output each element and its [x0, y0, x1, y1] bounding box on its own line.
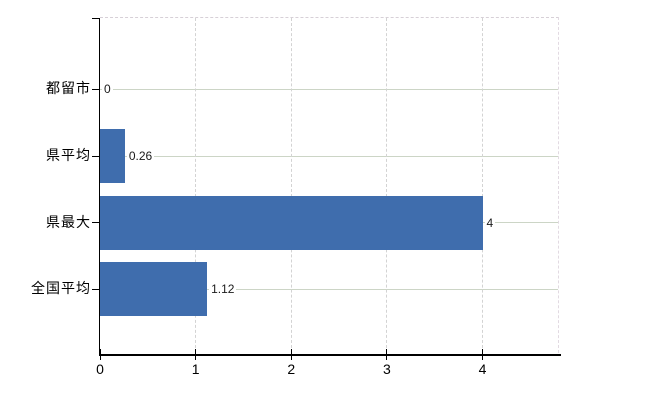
- bar-value-label: 1.12: [209, 281, 237, 298]
- category-label: 全国平均: [31, 280, 91, 297]
- h-gridline: [100, 288, 558, 290]
- x-axis-tick: [290, 349, 292, 360]
- x-tick-label: 1: [191, 361, 200, 377]
- h-gridline: [100, 155, 558, 157]
- v-gridline: [386, 18, 388, 353]
- y-axis-line: [98, 18, 100, 354]
- x-axis-tick: [386, 349, 388, 360]
- v-gridline: [195, 18, 197, 353]
- plot-area: 0 0.26 4 1.12: [92, 17, 561, 360]
- category-label: 県平均: [46, 147, 91, 163]
- bar-value-label: 4: [484, 214, 496, 231]
- bar: [100, 129, 125, 183]
- x-axis-tick: [482, 349, 483, 360]
- bar-value-label: 0: [102, 81, 113, 98]
- v-gridline: [482, 18, 483, 353]
- x-axis-tick: [195, 349, 197, 360]
- y-axis-tick: [92, 288, 99, 290]
- bar: [100, 262, 208, 317]
- y-axis-tick: [92, 88, 99, 90]
- y-axis-tick: [92, 222, 99, 224]
- category-label: 県最大: [46, 213, 91, 230]
- v-gridline: [290, 18, 292, 353]
- x-tick-label: 2: [287, 361, 296, 377]
- y-axis-tick: [92, 155, 99, 157]
- x-tick-label: 0: [96, 361, 104, 377]
- bar-value-label: 0.26: [126, 148, 155, 164]
- h-gridline: [100, 88, 558, 90]
- x-axis-line: [98, 354, 561, 356]
- category-label: 都留市: [46, 80, 91, 97]
- y-axis-tick: [92, 17, 99, 19]
- x-tick-label: 4: [478, 361, 487, 377]
- x-axis-tick: [99, 349, 101, 360]
- bar: [100, 195, 483, 250]
- x-tick-label: 3: [382, 361, 391, 377]
